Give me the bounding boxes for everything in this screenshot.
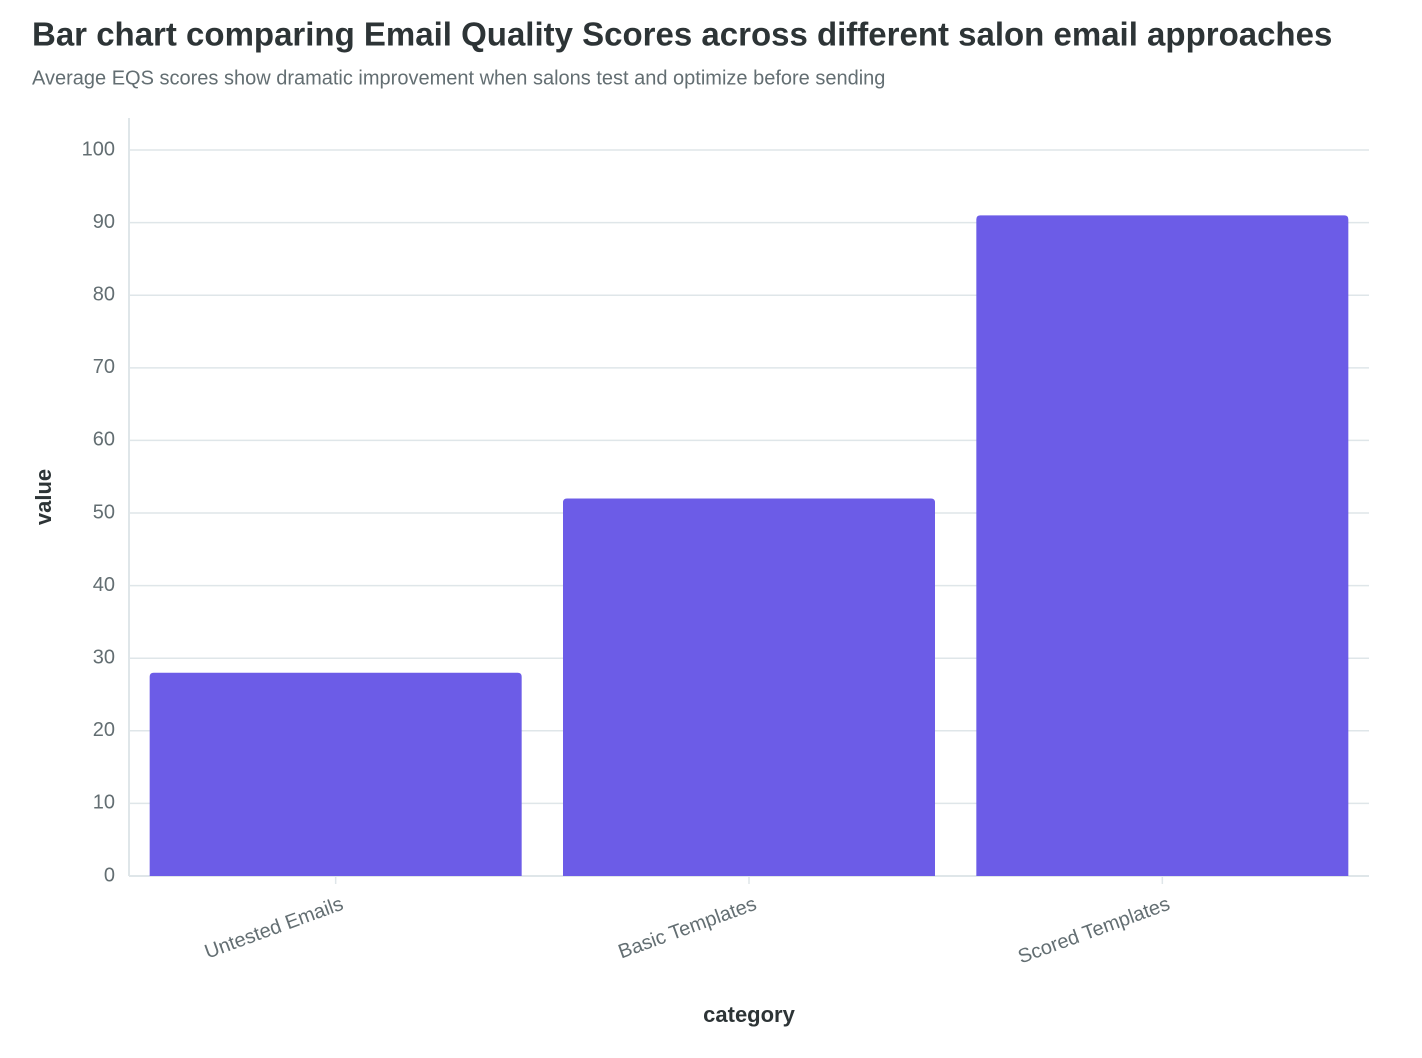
x-axis-title: category <box>703 1002 795 1027</box>
y-tick-label: 0 <box>104 864 115 886</box>
y-tick-label: 30 <box>93 646 115 668</box>
chart-title: Bar chart comparing Email Quality Scores… <box>32 16 1332 53</box>
y-tick-label: 40 <box>93 574 115 596</box>
bar <box>976 215 1349 876</box>
y-tick-label: 60 <box>93 429 115 451</box>
x-tick-label: Scored Templates <box>1015 893 1173 968</box>
x-tick-label: Basic Templates <box>615 893 759 963</box>
y-axis-title: value <box>31 469 56 525</box>
bar <box>563 498 935 876</box>
y-tick-label: 100 <box>82 138 115 160</box>
x-tick-label: Untested Emails <box>202 893 346 963</box>
y-tick-label: 50 <box>93 501 115 523</box>
chart-subtitle: Average EQS scores show dramatic improve… <box>32 67 885 89</box>
y-tick-label: 90 <box>93 211 115 233</box>
y-tick-label: 10 <box>93 792 115 814</box>
bar <box>149 672 522 876</box>
y-tick-label: 70 <box>93 356 115 378</box>
y-tick-label: 20 <box>93 719 115 741</box>
y-tick-label: 80 <box>93 284 115 306</box>
